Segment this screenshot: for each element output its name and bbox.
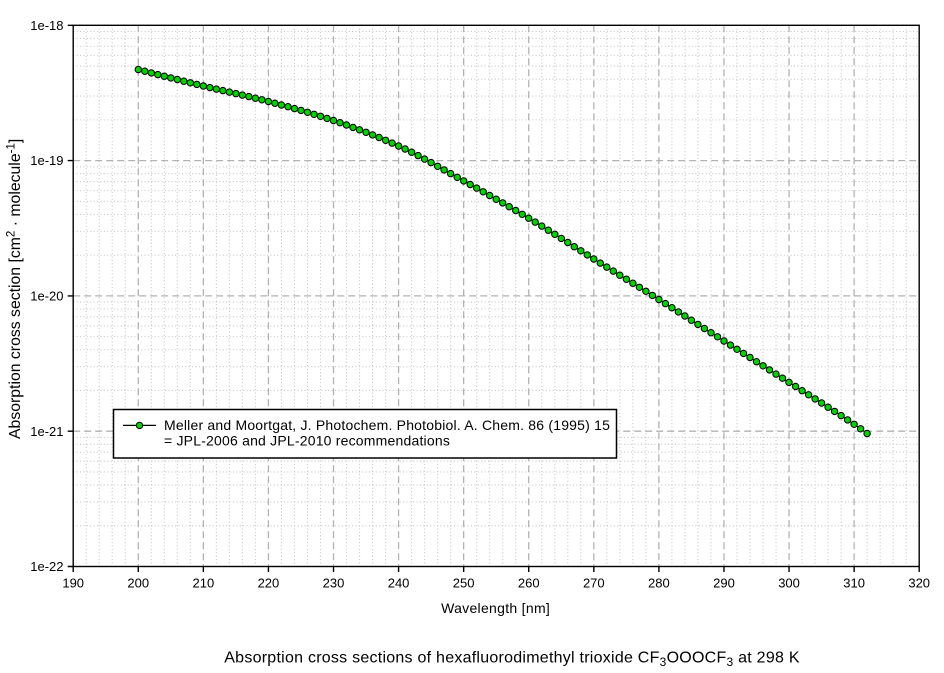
svg-text:= JPL-2006 and JPL-2010 recomm: = JPL-2006 and JPL-2010 recommendations	[164, 433, 450, 449]
svg-text:280: 280	[648, 576, 670, 591]
svg-text:270: 270	[583, 576, 605, 591]
svg-text:240: 240	[388, 576, 410, 591]
svg-text:1e-18: 1e-18	[30, 18, 63, 33]
svg-text:Wavelength [nm]: Wavelength [nm]	[441, 600, 550, 616]
svg-text:1e-20: 1e-20	[30, 289, 63, 304]
svg-text:290: 290	[713, 576, 735, 591]
svg-text:210: 210	[192, 576, 214, 591]
svg-text:Meller and Moortgat, J. Photoc: Meller and Moortgat, J. Photochem. Photo…	[164, 417, 610, 433]
svg-text:1e-21: 1e-21	[30, 424, 63, 439]
svg-text:200: 200	[127, 576, 149, 591]
svg-text:260: 260	[518, 576, 540, 591]
svg-text:310: 310	[843, 576, 865, 591]
svg-text:1e-19: 1e-19	[30, 153, 63, 168]
svg-text:220: 220	[258, 576, 280, 591]
svg-text:320: 320	[908, 576, 930, 591]
svg-text:1e-22: 1e-22	[30, 559, 63, 574]
svg-text:Absorption cross sections of h: Absorption cross sections of hexafluorod…	[224, 650, 800, 670]
svg-text:Absorption cross section [cm2: Absorption cross section [cm2 · molecule…	[6, 139, 25, 439]
svg-text:250: 250	[453, 576, 475, 591]
svg-text:230: 230	[323, 576, 345, 591]
svg-text:190: 190	[62, 576, 84, 591]
svg-text:300: 300	[778, 576, 800, 591]
